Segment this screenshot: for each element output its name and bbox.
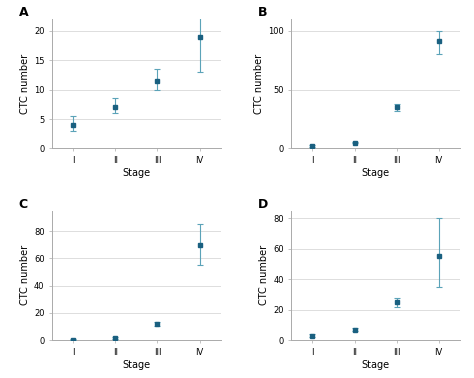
X-axis label: Stage: Stage [362, 359, 390, 370]
Y-axis label: CTC number: CTC number [259, 245, 269, 305]
Y-axis label: CTC number: CTC number [20, 245, 30, 305]
X-axis label: Stage: Stage [362, 168, 390, 178]
Text: A: A [18, 6, 28, 19]
X-axis label: Stage: Stage [122, 168, 150, 178]
Y-axis label: CTC number: CTC number [20, 54, 30, 114]
Y-axis label: CTC number: CTC number [254, 54, 264, 114]
Text: B: B [258, 6, 267, 19]
Text: C: C [18, 198, 27, 211]
Text: D: D [258, 198, 268, 211]
X-axis label: Stage: Stage [122, 359, 150, 370]
